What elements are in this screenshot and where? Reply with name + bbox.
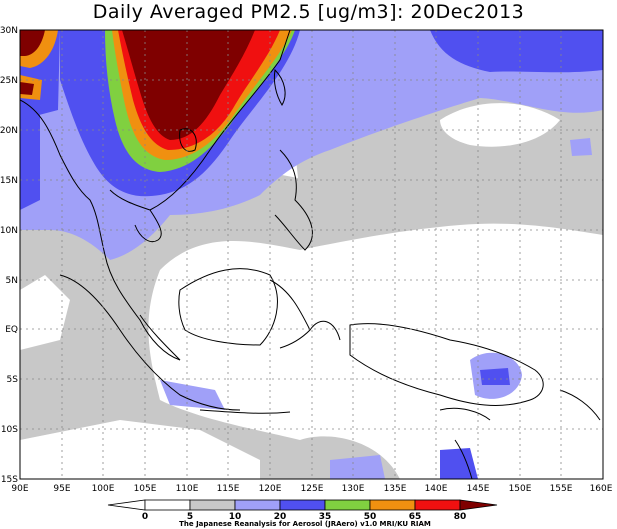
colorbar-end-left xyxy=(107,499,146,511)
lat-label: 15S xyxy=(1,475,18,485)
longitude-labels: 90E 95E 100E 105E 110E 115E 120E 125E 13… xyxy=(11,484,612,494)
lat-label: 5N xyxy=(6,276,18,286)
lat-label: EQ xyxy=(5,325,18,335)
colorbar-tick: 0 xyxy=(142,512,148,522)
lat-label: 20N xyxy=(0,126,18,136)
colorbar-tick: 20 xyxy=(274,512,287,522)
lat-label: 5S xyxy=(7,375,19,385)
lon-label: 135E xyxy=(384,484,407,494)
credit-line: The Japanese Reanalysis for Aerosol (JRA… xyxy=(179,520,431,528)
lat-label: 15N xyxy=(0,176,18,186)
lon-label: 155E xyxy=(550,484,573,494)
colorbar-swatch xyxy=(369,499,416,511)
colorbar: 0 5 10 20 35 50 65 80 xyxy=(107,499,498,522)
lon-label: 110E xyxy=(176,484,199,494)
lon-label: 105E xyxy=(134,484,157,494)
map-title: Daily Averaged PM2.5 [ug/m3]: 20Dec2013 xyxy=(92,1,525,23)
lon-label: 95E xyxy=(53,484,70,494)
colorbar-swatch xyxy=(414,499,461,511)
pm25-field xyxy=(20,30,603,479)
colorbar-swatch xyxy=(324,499,371,511)
lon-label: 125E xyxy=(301,484,324,494)
colorbar-end-right xyxy=(459,499,498,511)
lon-label: 160E xyxy=(590,484,613,494)
lon-label: 130E xyxy=(342,484,365,494)
lon-label: 145E xyxy=(467,484,490,494)
lat-label: 10S xyxy=(1,425,18,435)
colorbar-tick: 50 xyxy=(364,512,377,522)
latitude-labels: 30N 25N 20N 15N 10N 5N EQ 5S 10S 15S xyxy=(0,26,18,485)
lon-label: 100E xyxy=(92,484,115,494)
lon-label: 115E xyxy=(217,484,240,494)
colorbar-tick: 10 xyxy=(229,512,242,522)
colorbar-swatch xyxy=(279,499,326,511)
colorbar-tick: 65 xyxy=(409,512,422,522)
lon-label: 140E xyxy=(425,484,448,494)
colorbar-swatch xyxy=(144,499,191,511)
lat-label: 30N xyxy=(0,26,18,36)
map-frame xyxy=(19,29,604,480)
colorbar-swatch xyxy=(189,499,236,511)
graticule xyxy=(20,30,603,479)
colorbar-tick: 5 xyxy=(187,512,193,522)
colorbar-swatch xyxy=(234,499,281,511)
coastlines xyxy=(20,30,601,479)
lon-label: 150E xyxy=(509,484,532,494)
colorbar-tick: 35 xyxy=(319,512,332,522)
lon-label: 90E xyxy=(11,484,28,494)
lat-label: 25N xyxy=(0,76,18,86)
lon-label: 120E xyxy=(259,484,282,494)
colorbar-tick: 80 xyxy=(454,512,467,522)
lat-label: 10N xyxy=(0,226,18,236)
